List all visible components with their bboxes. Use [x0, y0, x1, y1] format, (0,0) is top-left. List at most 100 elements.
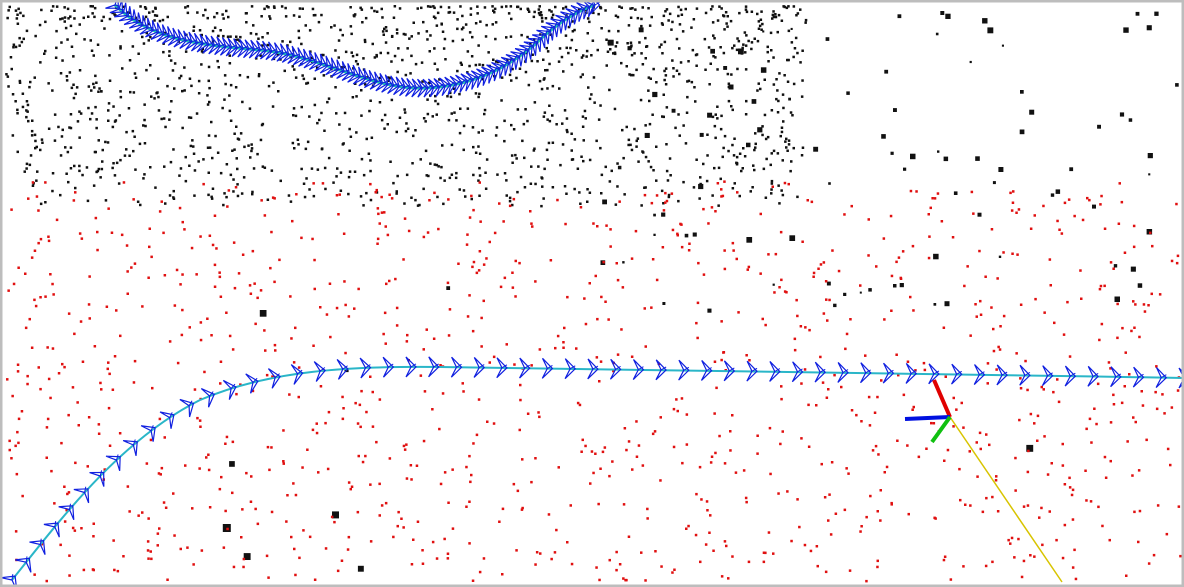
map-point: [482, 299, 485, 303]
map-point: [61, 59, 64, 62]
map-point: [570, 149, 573, 152]
map-point: [554, 5, 557, 9]
map-point: [270, 446, 273, 449]
map-point: [731, 108, 734, 112]
keyframe: [428, 356, 440, 378]
map-point: [361, 460, 365, 464]
map-point: [12, 43, 16, 46]
map-point: [1151, 244, 1154, 248]
map-point: [183, 228, 186, 231]
map-point: [779, 230, 783, 234]
keyframe-edge: [277, 49, 283, 53]
map-point: [487, 51, 490, 54]
keyframe-edge: [260, 47, 266, 51]
keyframe: [444, 76, 457, 96]
map-point: [845, 467, 848, 470]
map-point: [1124, 351, 1127, 354]
map-point: [308, 188, 311, 191]
map-point: [126, 270, 129, 273]
map-point: [441, 144, 444, 147]
map-point: [664, 10, 667, 13]
map-point: [535, 551, 539, 554]
map-point: [781, 93, 785, 96]
map-point: [241, 100, 244, 104]
map-point: [744, 8, 748, 11]
map-point: [144, 15, 148, 19]
map-point: [197, 79, 201, 83]
map-point: [150, 255, 153, 259]
map-point: [1170, 259, 1174, 263]
map-point: [749, 190, 752, 193]
map-point: [149, 64, 152, 67]
map-point: [580, 450, 583, 453]
map-point: [447, 501, 450, 504]
map-point: [178, 76, 181, 80]
map-point: [598, 380, 601, 383]
keyframe-frustum: [589, 0, 601, 15]
map-point: [650, 15, 653, 19]
map-point: [133, 135, 136, 138]
map-point: [735, 163, 739, 166]
map-point: [39, 237, 43, 241]
map-point: [677, 14, 680, 18]
map-point: [1063, 483, 1067, 486]
map-point: [421, 80, 424, 83]
keyframe: [359, 357, 372, 379]
map-point: [582, 139, 585, 142]
map-point: [296, 138, 300, 141]
keyframe-frustum: [514, 47, 529, 64]
keyframe-frustum: [303, 50, 317, 69]
map-point: [532, 149, 536, 152]
map-point: [729, 449, 732, 452]
map-point: [347, 175, 351, 179]
map-point: [253, 282, 256, 285]
map-point: [159, 473, 162, 476]
map-point: [339, 189, 343, 192]
map-point: [44, 201, 47, 204]
keyframe-edge: [310, 58, 317, 62]
map-point: [147, 276, 150, 279]
map-point: [235, 157, 238, 160]
map-point: [33, 573, 36, 576]
map-point: [706, 509, 709, 512]
map-point: [158, 417, 162, 421]
map-point: [215, 12, 219, 15]
keyframe-frustum: [208, 35, 220, 55]
map-point: [462, 390, 465, 393]
map-point: [724, 11, 728, 14]
keyframe-frustum: [1041, 365, 1054, 387]
map-point: [653, 213, 656, 217]
map-point: [743, 31, 747, 34]
map-point: [422, 439, 426, 443]
map-point: [745, 99, 748, 103]
map-point: [640, 551, 643, 554]
map-point: [300, 42, 303, 46]
keyframe-edge: [321, 62, 328, 65]
map-point: [959, 498, 962, 502]
map-point: [293, 147, 296, 150]
map-point: [416, 204, 420, 207]
keyframe: [123, 9, 139, 26]
map-point: [1154, 390, 1157, 394]
map-point: [437, 165, 440, 168]
map-point: [663, 69, 666, 73]
map-point: [725, 544, 728, 548]
map-point: [609, 228, 612, 231]
map-point: [564, 222, 567, 226]
map-point: [234, 186, 238, 189]
map-point: [410, 563, 414, 566]
map-point: [88, 317, 91, 320]
map-point: [704, 68, 707, 71]
map-point: [380, 195, 383, 199]
map-point: [10, 208, 13, 211]
map-point: [481, 63, 485, 67]
map-point: [648, 99, 651, 103]
map-point: [485, 23, 488, 27]
map-point: [743, 155, 747, 158]
keyframe-frustum: [243, 39, 255, 59]
map-point: [518, 261, 521, 265]
map-point: [133, 359, 137, 363]
map-point: [579, 206, 583, 209]
map-point: [538, 79, 542, 83]
map-point: [614, 203, 618, 206]
